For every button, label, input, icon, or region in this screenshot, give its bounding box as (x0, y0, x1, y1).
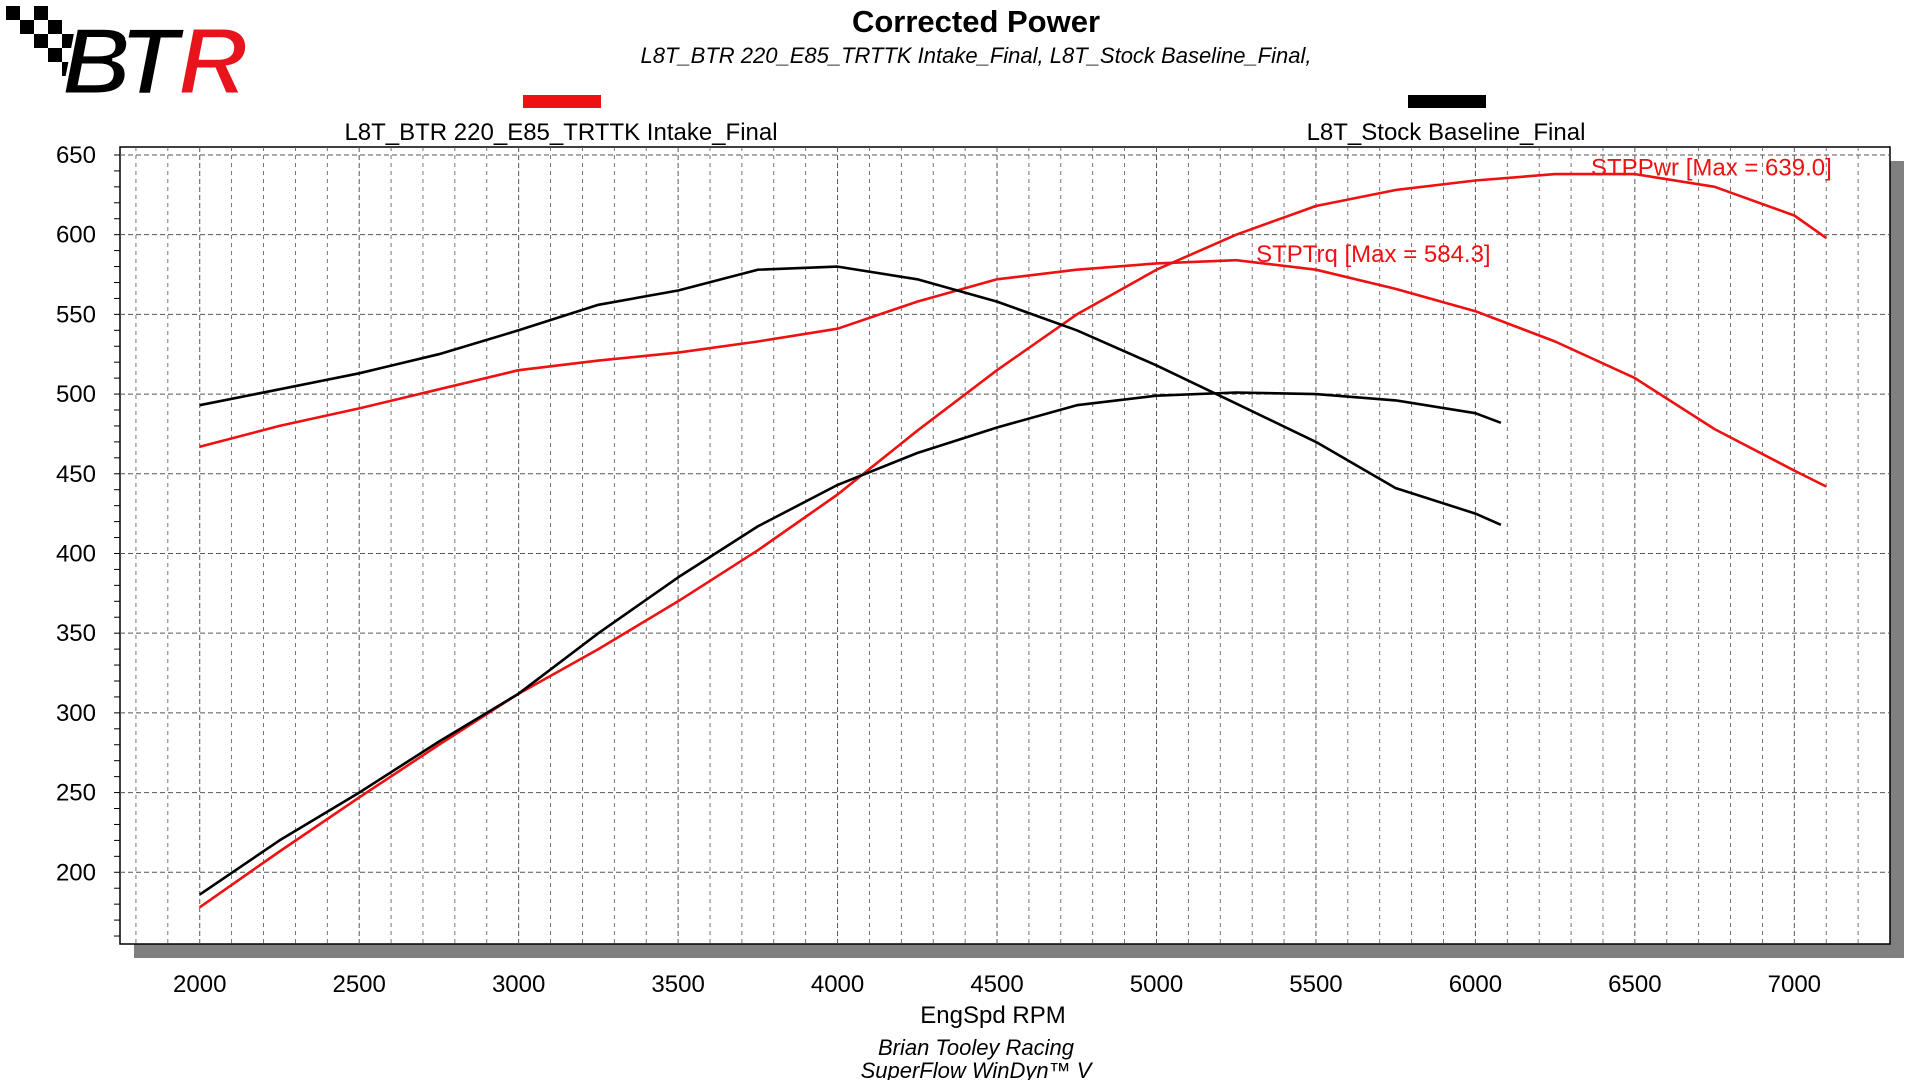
y-tick-label: 250 (56, 780, 96, 807)
annotation-stptrq-max: STPTrq [Max = 584.3] (1256, 241, 1491, 268)
x-tick-label: 2500 (332, 971, 385, 998)
x-tick-label: 3000 (492, 971, 545, 998)
series-line-3 (199, 265, 1502, 526)
footer-software: SuperFlow WinDyn™ V (861, 1058, 1094, 1080)
y-tick-label: 350 (56, 620, 96, 647)
logo-letter-b: B (62, 8, 131, 115)
chart-title: Corrected Power (852, 4, 1100, 39)
y-tick-label: 550 (56, 301, 96, 328)
x-tick-label: 5500 (1289, 971, 1342, 998)
x-axis-label: EngSpd RPM (920, 1002, 1065, 1029)
x-tick-label: 4000 (811, 971, 864, 998)
plot-area (119, 146, 1891, 945)
x-tick-label: 7000 (1768, 971, 1821, 998)
x-tick-label: 5000 (1130, 971, 1183, 998)
y-tick-label: 400 (56, 540, 96, 567)
logo-letter-r: R (178, 8, 247, 115)
x-tick-label: 4500 (970, 971, 1023, 998)
y-tick-label: 450 (56, 461, 96, 488)
series (198, 172, 1827, 909)
chart-subtitle: L8T_BTR 220_E85_TRTTK Intake_Final, L8T_… (641, 43, 1312, 68)
x-axis-ticks: 2000 2500 3000 3500 4000 4500 5000 5500 6000 6500… (173, 971, 1821, 998)
annotation-stppwr-max: STPPwr [Max = 639.0] (1591, 155, 1832, 182)
y-axis-ticks: 200 250 300 350 400 450 500 550 600 650 (56, 142, 120, 937)
y-tick-label: 500 (56, 381, 96, 408)
series-line-2 (198, 391, 1502, 896)
y-tick-label: 650 (56, 142, 96, 169)
legend: L8T_BTR 220_E85_TRTTK Intake_Final L8T_S… (344, 95, 1585, 146)
y-tick-label: 200 (56, 859, 96, 886)
footer-company: Brian Tooley Racing (878, 1035, 1075, 1060)
y-tick-label: 300 (56, 700, 96, 727)
btr-logo: B T R (6, 6, 249, 117)
legend-label-btr: L8T_BTR 220_E85_TRTTK Intake_Final (344, 119, 777, 146)
series-line-0 (198, 172, 1827, 909)
legend-swatch-stock (1408, 95, 1486, 108)
x-tick-label: 3500 (651, 971, 704, 998)
legend-swatch-btr (523, 95, 601, 108)
grid (120, 147, 1890, 944)
checkered-flag-icon (6, 6, 76, 76)
x-tick-label: 2000 (173, 971, 226, 998)
y-tick-label: 600 (56, 222, 96, 249)
legend-label-stock: L8T_Stock Baseline_Final (1307, 119, 1586, 146)
series-line-1 (199, 258, 1827, 488)
logo-letter-t: T (120, 8, 186, 115)
x-tick-label: 6000 (1449, 971, 1502, 998)
x-tick-label: 6500 (1608, 971, 1661, 998)
